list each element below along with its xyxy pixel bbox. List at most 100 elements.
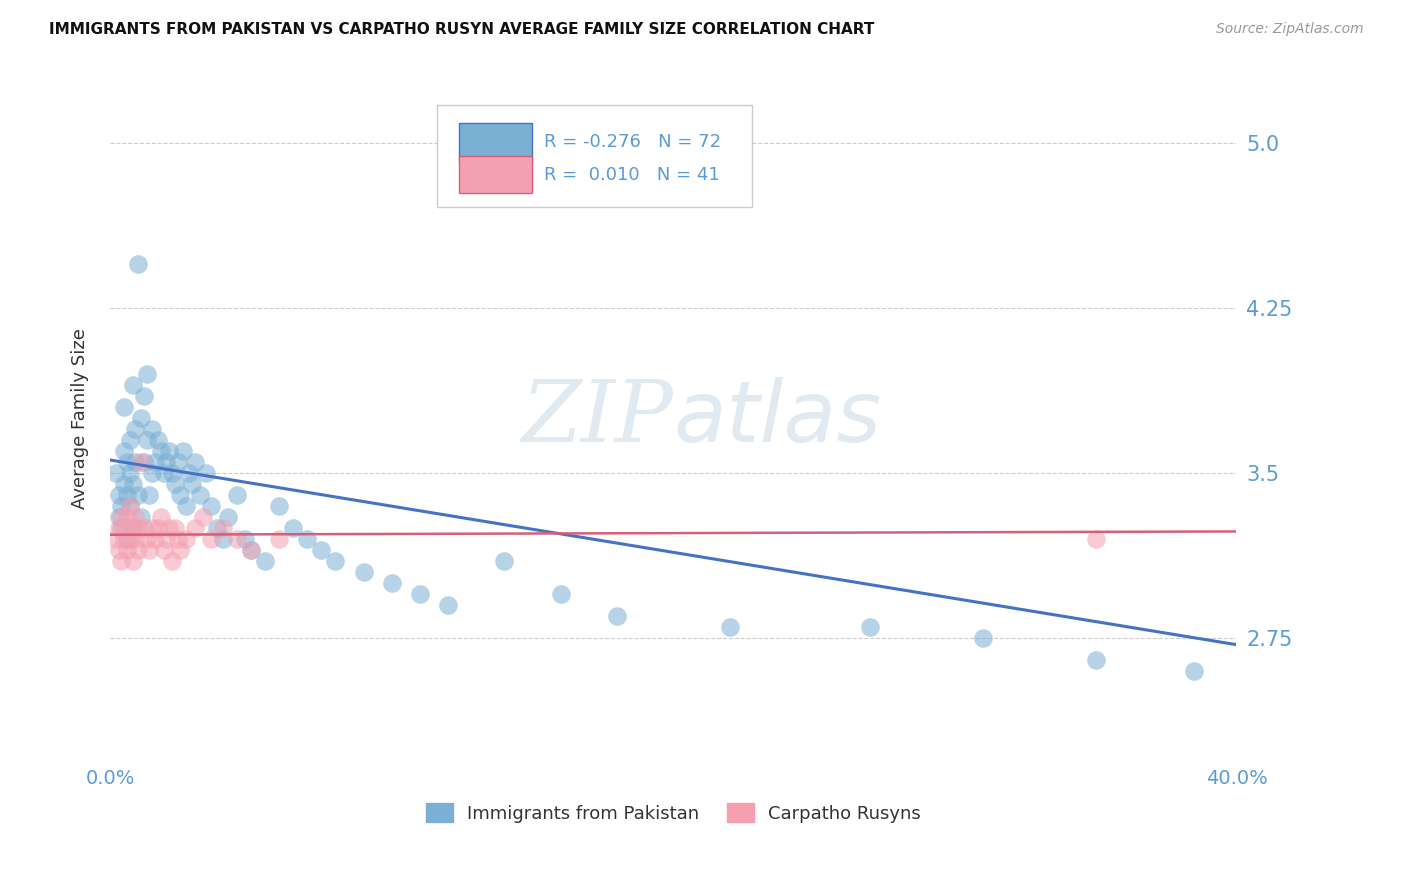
Text: atlas: atlas [673,376,882,459]
FancyBboxPatch shape [460,156,533,194]
Point [112,521,135,535]
Point [112,532,135,546]
Point [353,565,375,579]
Point [110,499,132,513]
Point [121,378,143,392]
Point [163,521,186,535]
Y-axis label: Average Family Size: Average Family Size [72,327,89,508]
Point [121,554,143,568]
Point [253,554,276,568]
Legend: Immigrants from Pakistan, Carpatho Rusyns: Immigrants from Pakistan, Carpatho Rusyn… [416,795,929,831]
Point [115,532,138,546]
FancyBboxPatch shape [437,104,752,207]
Point [149,510,172,524]
Point [191,510,214,524]
Point [157,444,180,458]
Text: R =  0.010   N = 41: R = 0.010 N = 41 [544,166,720,184]
Point [155,455,177,469]
Point [169,488,191,502]
Point [124,422,146,436]
Text: R = -0.276   N = 72: R = -0.276 N = 72 [544,133,721,151]
Point [135,434,157,448]
Point [129,455,152,469]
Point [180,477,202,491]
Point [188,488,211,502]
Point [152,466,174,480]
Point [115,510,138,524]
Point [169,543,191,558]
Point [163,477,186,491]
Point [143,532,166,546]
Point [110,554,132,568]
Point [110,521,132,535]
Point [200,499,222,513]
Point [194,466,217,480]
Point [132,455,155,469]
Point [177,466,200,480]
Point [606,609,628,624]
Point [118,532,141,546]
Point [155,532,177,546]
Point [112,444,135,458]
Point [146,521,169,535]
Point [107,510,129,524]
Point [121,521,143,535]
Point [233,532,256,546]
Point [127,488,149,502]
Point [146,434,169,448]
Point [972,631,994,645]
Point [118,434,141,448]
Point [183,521,205,535]
Point [129,411,152,425]
Point [494,554,516,568]
Point [132,521,155,535]
Point [311,543,333,558]
Point [211,521,233,535]
Point [718,620,741,634]
Point [127,543,149,558]
Point [104,466,127,480]
Point [1182,664,1205,678]
Point [267,532,290,546]
Point [118,466,141,480]
Point [225,532,247,546]
Point [115,488,138,502]
Point [152,543,174,558]
Point [859,620,882,634]
Point [112,401,135,415]
Point [138,543,160,558]
Point [124,532,146,546]
Point [127,257,149,271]
Point [200,532,222,546]
Point [157,521,180,535]
Point [121,521,143,535]
Point [267,499,290,513]
Point [118,499,141,513]
Point [115,455,138,469]
Point [172,444,194,458]
Point [127,521,149,535]
Point [141,422,163,436]
Point [110,510,132,524]
Point [141,466,163,480]
Point [104,532,127,546]
Point [239,543,262,558]
Point [239,543,262,558]
Point [107,521,129,535]
Text: ZIP: ZIP [522,377,673,459]
Point [281,521,304,535]
Point [174,532,197,546]
Point [107,488,129,502]
Point [325,554,347,568]
Point [107,543,129,558]
Point [160,554,183,568]
Point [205,521,228,535]
Point [166,532,188,546]
Point [115,543,138,558]
Point [118,499,141,513]
Point [132,389,155,403]
FancyBboxPatch shape [460,123,533,161]
Point [112,477,135,491]
Point [174,499,197,513]
Text: IMMIGRANTS FROM PAKISTAN VS CARPATHO RUSYN AVERAGE FAMILY SIZE CORRELATION CHART: IMMIGRANTS FROM PAKISTAN VS CARPATHO RUS… [49,22,875,37]
